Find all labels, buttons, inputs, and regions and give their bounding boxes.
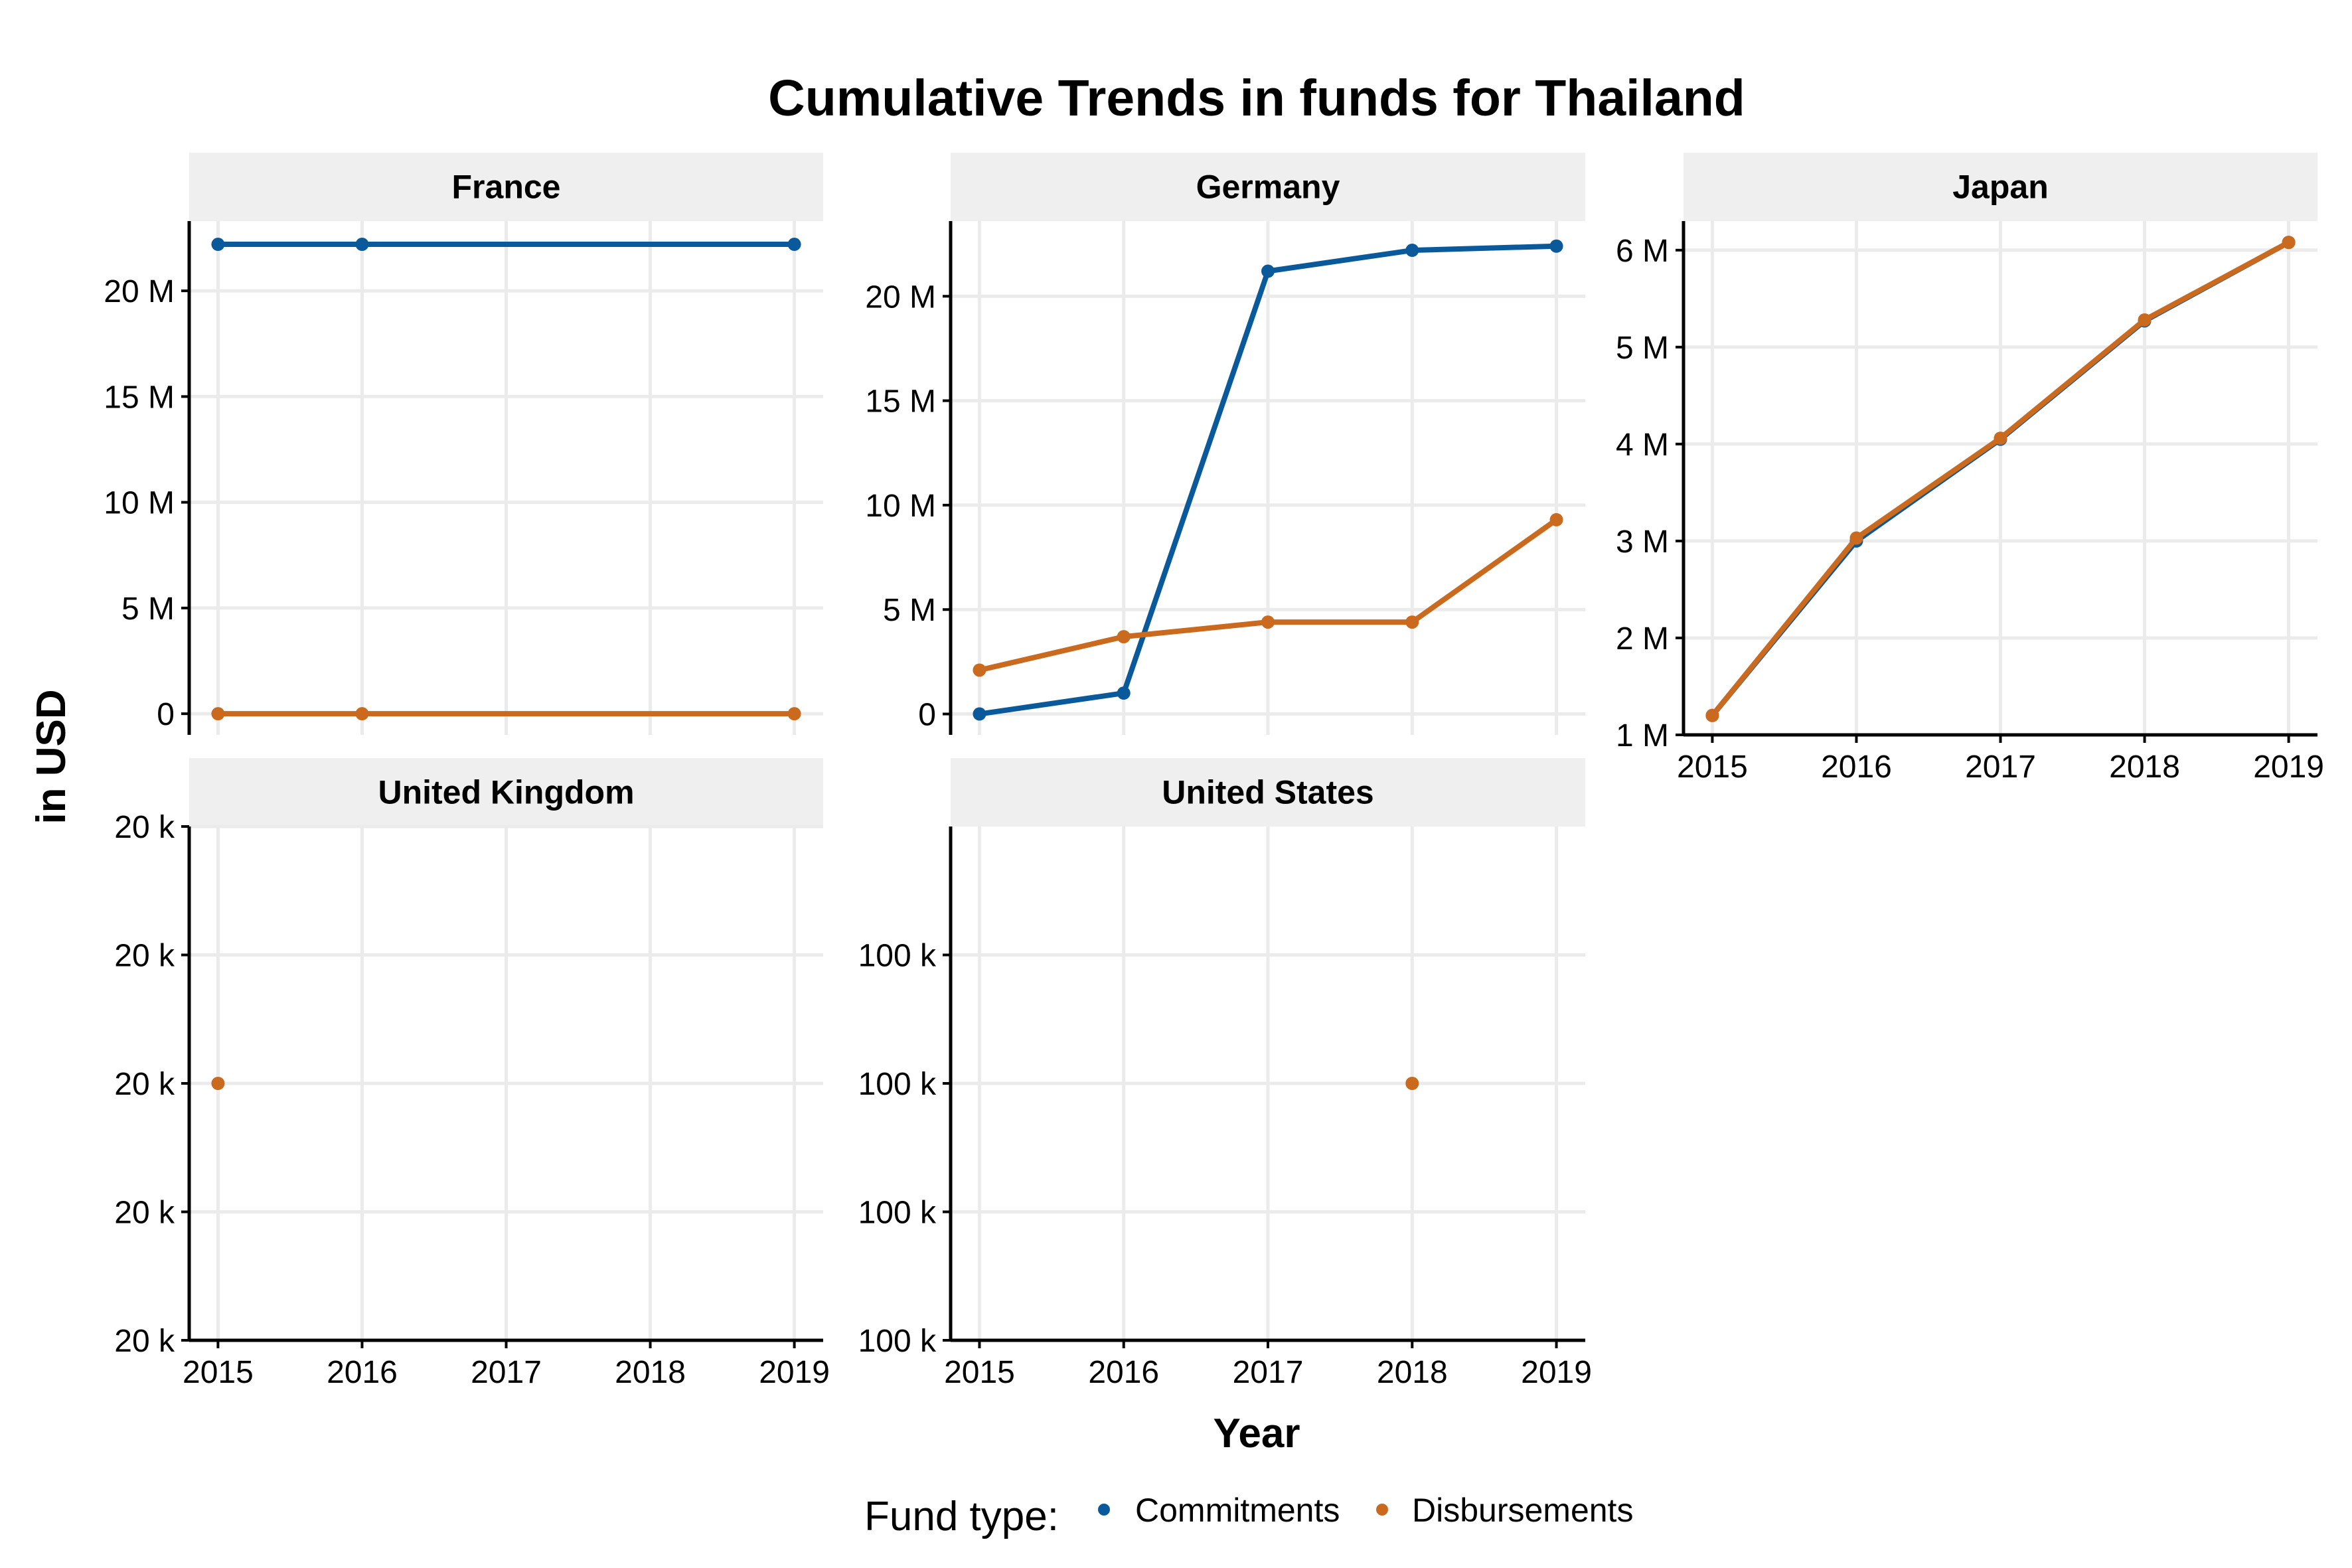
y-tick-label: 100 k (858, 939, 937, 974)
y-tick-label: 0 (918, 698, 936, 733)
panel-germany: Germany 0 5 M 10 M 15 M 20 M (865, 153, 1585, 735)
x-tick-label: 2016 (1821, 749, 1892, 785)
data-point-commitments (1405, 244, 1419, 258)
legend-key-disbursements (1376, 1504, 1388, 1516)
data-point-disbursements (1994, 431, 2007, 445)
legend-label-commitments: Commitments (1135, 1492, 1340, 1529)
y-axis-title: in USD (29, 689, 74, 824)
y-tick-label: 15 M (104, 380, 175, 415)
legend: Fund type: Commitments Disbursements (864, 1492, 1633, 1539)
facet-panels: France 0 5 M 10 M 15 M 20 M Germany 0 5 M 10 M 15 … (104, 153, 2324, 1390)
strip-label-germany: Germany (1196, 169, 1340, 206)
chart-title: Cumulative Trends in funds for Thailand (768, 70, 1745, 127)
y-tick-label: 1 M (1616, 718, 1669, 753)
strip-label-japan: Japan (1952, 169, 2049, 206)
data-point-disbursements (1705, 708, 1719, 722)
x-tick-label: 2017 (1965, 749, 2036, 785)
x-tick-label: 2019 (1521, 1355, 1592, 1390)
data-point-commitments (1549, 239, 1563, 253)
x-tick-label: 2019 (759, 1355, 830, 1390)
x-tick-label: 2016 (1088, 1355, 1159, 1390)
y-tick-label: 5 M (1616, 331, 1669, 366)
data-point-disbursements (1261, 615, 1275, 629)
data-point-disbursements (211, 707, 225, 721)
data-point-disbursements (1849, 531, 1863, 545)
data-point-disbursements (355, 707, 369, 721)
strip-background (1684, 153, 2317, 221)
y-tick-label: 20 k (114, 1324, 175, 1359)
data-point-disbursements (973, 663, 986, 677)
data-point-disbursements (2282, 236, 2296, 250)
data-point-commitments (1261, 264, 1275, 278)
y-tick-label: 10 M (865, 489, 936, 524)
y-tick-label: 100 k (858, 1067, 937, 1102)
data-point-commitments (973, 707, 986, 721)
y-tick-label: 20 k (114, 810, 175, 845)
y-tick-label: 4 M (1616, 428, 1669, 463)
x-tick-label: 2018 (615, 1355, 686, 1390)
x-tick-label: 2019 (2253, 749, 2324, 785)
strip-background (951, 758, 1585, 826)
x-tick-label: 2018 (1377, 1355, 1448, 1390)
x-tick-label: 2015 (944, 1355, 1015, 1390)
legend-title: Fund type: (864, 1494, 1059, 1539)
y-tick-label: 20 M (865, 279, 936, 315)
strip-background (189, 153, 823, 221)
y-tick-label: 5 M (883, 593, 936, 628)
panel-france: France 0 5 M 10 M 15 M 20 M (104, 153, 823, 735)
y-tick-label: 20 k (114, 939, 175, 974)
y-tick-label: 100 k (858, 1196, 937, 1231)
data-point-disbursements (1405, 1077, 1419, 1090)
y-tick-label: 100 k (858, 1324, 937, 1359)
strip-label-france: France (452, 169, 561, 206)
data-point-disbursements (787, 707, 801, 721)
x-tick-label: 2017 (471, 1355, 542, 1390)
x-tick-label: 2018 (2109, 749, 2180, 785)
strip-label-united-kingdom: United Kingdom (378, 774, 634, 811)
y-tick-label: 10 M (104, 486, 175, 521)
data-point-commitments (355, 238, 369, 252)
data-point-commitments (1117, 686, 1131, 700)
y-tick-label: 15 M (865, 384, 936, 420)
y-tick-label: 2 M (1616, 621, 1669, 657)
data-point-commitments (211, 238, 225, 252)
data-point-commitments (787, 238, 801, 252)
y-tick-label: 20 k (114, 1196, 175, 1231)
y-tick-label: 0 (157, 697, 175, 732)
data-point-disbursements (1405, 615, 1419, 629)
data-point-disbursements (1549, 512, 1563, 526)
legend-label-disbursements: Disbursements (1412, 1492, 1633, 1529)
panel-japan: Japan 1 M 2 M 3 M 4 M 5 M 6 M 2015 2016 2017 2018 2… (1616, 153, 2324, 785)
data-point-disbursements (1117, 630, 1131, 644)
legend-key-commitments (1098, 1504, 1110, 1516)
data-point-disbursements (2138, 313, 2152, 327)
strip-background (189, 758, 823, 826)
y-tick-label: 20 k (114, 1067, 175, 1102)
y-tick-label: 3 M (1616, 524, 1669, 560)
y-tick-label: 20 M (104, 274, 175, 309)
x-tick-label: 2016 (327, 1355, 398, 1390)
x-tick-label: 2017 (1233, 1355, 1304, 1390)
y-tick-label: 5 M (121, 591, 175, 627)
data-point-disbursements (211, 1077, 225, 1090)
strip-background (951, 153, 1585, 221)
x-tick-label: 2015 (1677, 749, 1748, 785)
y-tick-label: 6 M (1616, 234, 1669, 269)
strip-label-united-states: United States (1162, 774, 1374, 811)
x-axis-title: Year (1213, 1411, 1300, 1456)
x-tick-label: 2015 (183, 1355, 254, 1390)
